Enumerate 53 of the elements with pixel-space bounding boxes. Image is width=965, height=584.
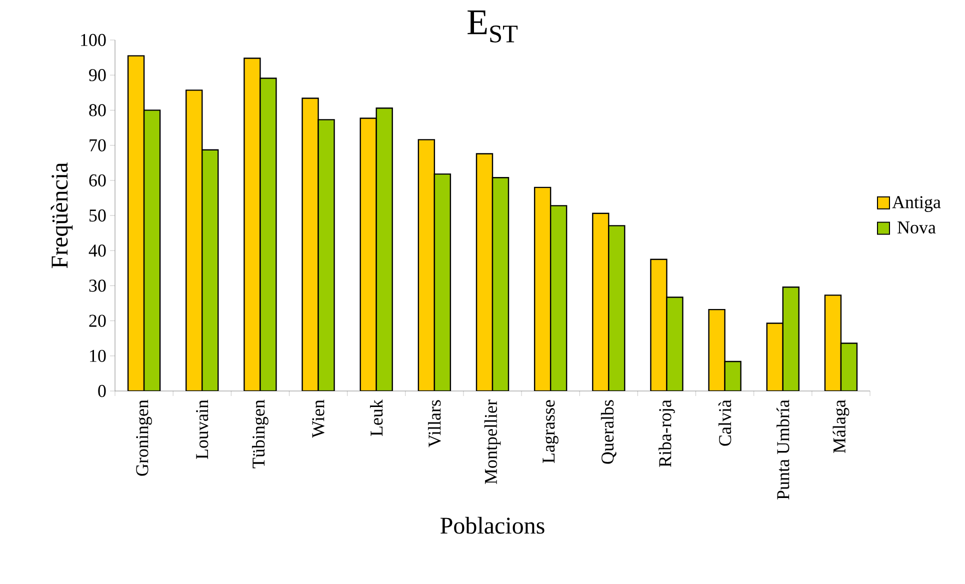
bar — [318, 119, 335, 391]
bar — [824, 294, 842, 391]
bar — [592, 212, 610, 391]
y-tick-label: 90 — [89, 69, 106, 82]
x-tick-label: Wien — [312, 400, 324, 438]
y-tick-label: 70 — [90, 139, 106, 152]
bar — [244, 58, 261, 391]
legend-label: Antiga — [892, 196, 941, 212]
x-tick-label: Villars — [428, 400, 441, 448]
bar — [708, 308, 726, 391]
bar — [608, 225, 626, 391]
bar — [360, 118, 377, 391]
y-tick-label: 100 — [81, 34, 106, 46]
bar — [476, 153, 494, 391]
y-tick-label: 50 — [90, 209, 106, 222]
bar — [418, 139, 436, 391]
y-tick-label: 20 — [89, 314, 106, 327]
bar — [550, 205, 568, 391]
legend-label: Nova — [898, 222, 936, 234]
x-tick-label: Riba-roja — [658, 400, 675, 467]
bar — [766, 322, 784, 391]
x-tick-label: Punta Umbría — [776, 400, 790, 500]
bar — [534, 186, 552, 391]
y-axis-title: Freqüència — [50, 162, 73, 268]
x-tick-label: Lagrasse — [542, 400, 558, 463]
bar — [650, 258, 668, 391]
x-tick-label: Queralbs — [600, 400, 616, 464]
x-tick-label: Louvain — [196, 400, 208, 460]
bar — [840, 342, 858, 391]
bar — [302, 98, 319, 391]
y-tick-label: 80 — [89, 104, 106, 116]
x-tick-label: Tübingen — [252, 400, 268, 468]
x-tick-label: Groningen — [136, 400, 152, 476]
bar — [202, 149, 219, 391]
y-tick-label: 40 — [88, 244, 106, 257]
x-tick-label: Montpellier — [484, 400, 501, 484]
x-tick-label: Málaga — [832, 400, 850, 453]
bar — [492, 176, 510, 391]
y-tick-label: 0 — [98, 384, 106, 398]
x-tick-label: Leuk — [370, 400, 383, 436]
bar — [376, 107, 393, 391]
bar — [260, 78, 277, 391]
x-tick-label: Calvià — [718, 400, 732, 446]
bar — [143, 110, 161, 391]
x-axis-title: Poblacions — [440, 516, 544, 534]
y-tick-label: 10 — [90, 350, 106, 362]
bar — [434, 173, 452, 391]
y-tick-label: 60 — [89, 174, 106, 186]
chart-title: E$_{ST}$ — [468, 10, 518, 42]
bar — [782, 286, 800, 391]
bar — [186, 90, 203, 391]
bar — [127, 55, 145, 391]
y-tick-label: 30 — [89, 280, 106, 292]
